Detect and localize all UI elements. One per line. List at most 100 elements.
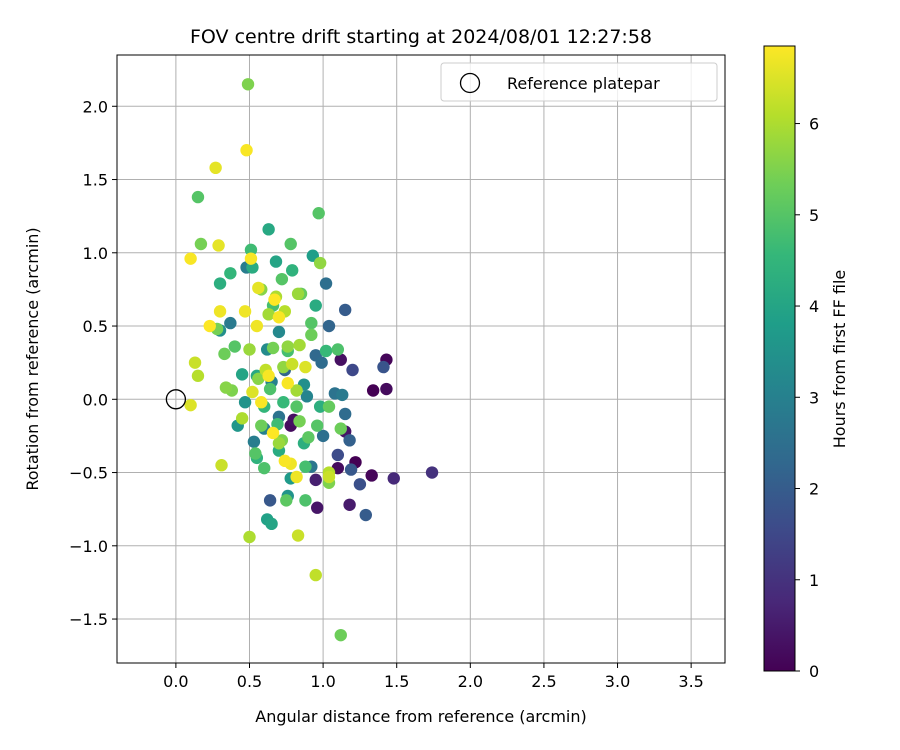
data-point: [311, 419, 324, 432]
data-point: [322, 470, 336, 484]
data-point: [300, 390, 314, 403]
data-point: [246, 385, 259, 399]
data-point: [291, 287, 305, 301]
x-tick-label: 2.5: [531, 672, 556, 691]
data-point: [305, 316, 318, 330]
data-point: [338, 407, 352, 421]
x-tick-label: 3.0: [605, 672, 630, 691]
data-point: [258, 461, 271, 475]
legend-box: [440, 62, 718, 102]
y-tick-label: −1.0: [69, 537, 108, 556]
data-point: [293, 415, 306, 428]
colorbar-tick-label: 1: [809, 571, 819, 590]
colorbar-gradient: [763, 45, 796, 672]
x-tick-label: 1.0: [310, 672, 335, 691]
data-point: [272, 325, 286, 339]
data-point: [305, 328, 318, 342]
data-point: [281, 340, 294, 353]
data-point: [224, 267, 237, 280]
data-point: [218, 347, 231, 361]
data-point: [366, 384, 380, 397]
colorbar-ticks: 0 1 2 3 4 5 6: [795, 115, 819, 681]
data-point: [322, 319, 336, 333]
x-tick-label: 0.5: [237, 672, 262, 691]
data-point: [290, 400, 303, 413]
data-point: [387, 472, 400, 485]
data-point: [252, 281, 265, 295]
legend-marker-icon: [459, 72, 481, 94]
data-point: [255, 396, 268, 409]
colorbar-tick-label: 2: [809, 480, 819, 499]
data-point: [343, 434, 356, 447]
data-point: [249, 447, 262, 460]
reference-marker-icon: [165, 389, 187, 410]
data-point: [269, 255, 283, 268]
data-point: [194, 237, 208, 251]
data-point: [262, 308, 275, 321]
data-point: [235, 368, 249, 381]
data-point: [311, 501, 324, 514]
data-point: [322, 400, 336, 413]
data-point: [224, 316, 237, 330]
data-point: [247, 435, 261, 448]
data-point: [266, 341, 280, 355]
colorbar-tick-label: 4: [809, 297, 819, 316]
data-point: [319, 344, 333, 358]
data-point: [425, 466, 439, 479]
data-point: [184, 398, 197, 412]
data-point: [244, 252, 258, 265]
legend: Reference platepar: [440, 62, 718, 102]
grid-lines: [117, 55, 725, 663]
data-point: [316, 429, 330, 443]
data-points: [165, 78, 439, 642]
data-point: [281, 376, 294, 390]
data-point: [343, 498, 356, 511]
data-point: [319, 277, 333, 290]
data-point: [299, 494, 312, 507]
data-point: [313, 400, 327, 413]
data-point: [238, 305, 252, 318]
data-point: [243, 530, 256, 544]
data-point: [380, 382, 393, 396]
data-point: [280, 494, 293, 507]
colorbar-tick-label: 3: [809, 388, 819, 407]
y-tick-label: 1.0: [83, 244, 108, 263]
y-tick-label: 0.0: [83, 390, 108, 409]
data-point: [309, 568, 322, 582]
data-point: [241, 78, 255, 91]
data-point: [188, 356, 202, 369]
colorbar-label: Hours from first FF file: [830, 270, 849, 449]
data-point: [219, 381, 233, 394]
y-axis: −1.5 −1.0 −0.5 0.0 0.5 1.0 1.5 2.0: [69, 97, 117, 629]
data-point: [290, 470, 303, 484]
colorbar: 0 1 2 3 4 5 6 Hours from first FF file: [763, 45, 849, 681]
data-point: [309, 473, 322, 487]
data-point: [184, 252, 197, 265]
x-tick-label: 1.5: [384, 672, 409, 691]
data-point: [277, 396, 290, 409]
data-point: [285, 264, 299, 277]
data-point: [213, 277, 227, 290]
data-point: [353, 478, 367, 491]
data-point: [235, 412, 249, 425]
data-point: [263, 494, 277, 507]
data-point: [250, 319, 264, 333]
data-point: [313, 256, 327, 270]
data-point: [346, 363, 359, 377]
data-point: [334, 353, 347, 366]
y-tick-label: 0.5: [83, 317, 108, 336]
data-point: [240, 144, 253, 157]
colorbar-tick-label: 5: [809, 206, 819, 225]
data-point: [293, 338, 306, 352]
data-point: [365, 469, 378, 482]
y-tick-label: 2.0: [83, 97, 108, 116]
data-point: [299, 460, 312, 473]
data-point: [278, 454, 292, 468]
data-point: [268, 293, 281, 306]
data-point: [344, 463, 358, 476]
data-point: [290, 384, 303, 397]
data-point: [263, 382, 277, 396]
data-point: [272, 311, 286, 324]
data-point: [334, 422, 347, 435]
